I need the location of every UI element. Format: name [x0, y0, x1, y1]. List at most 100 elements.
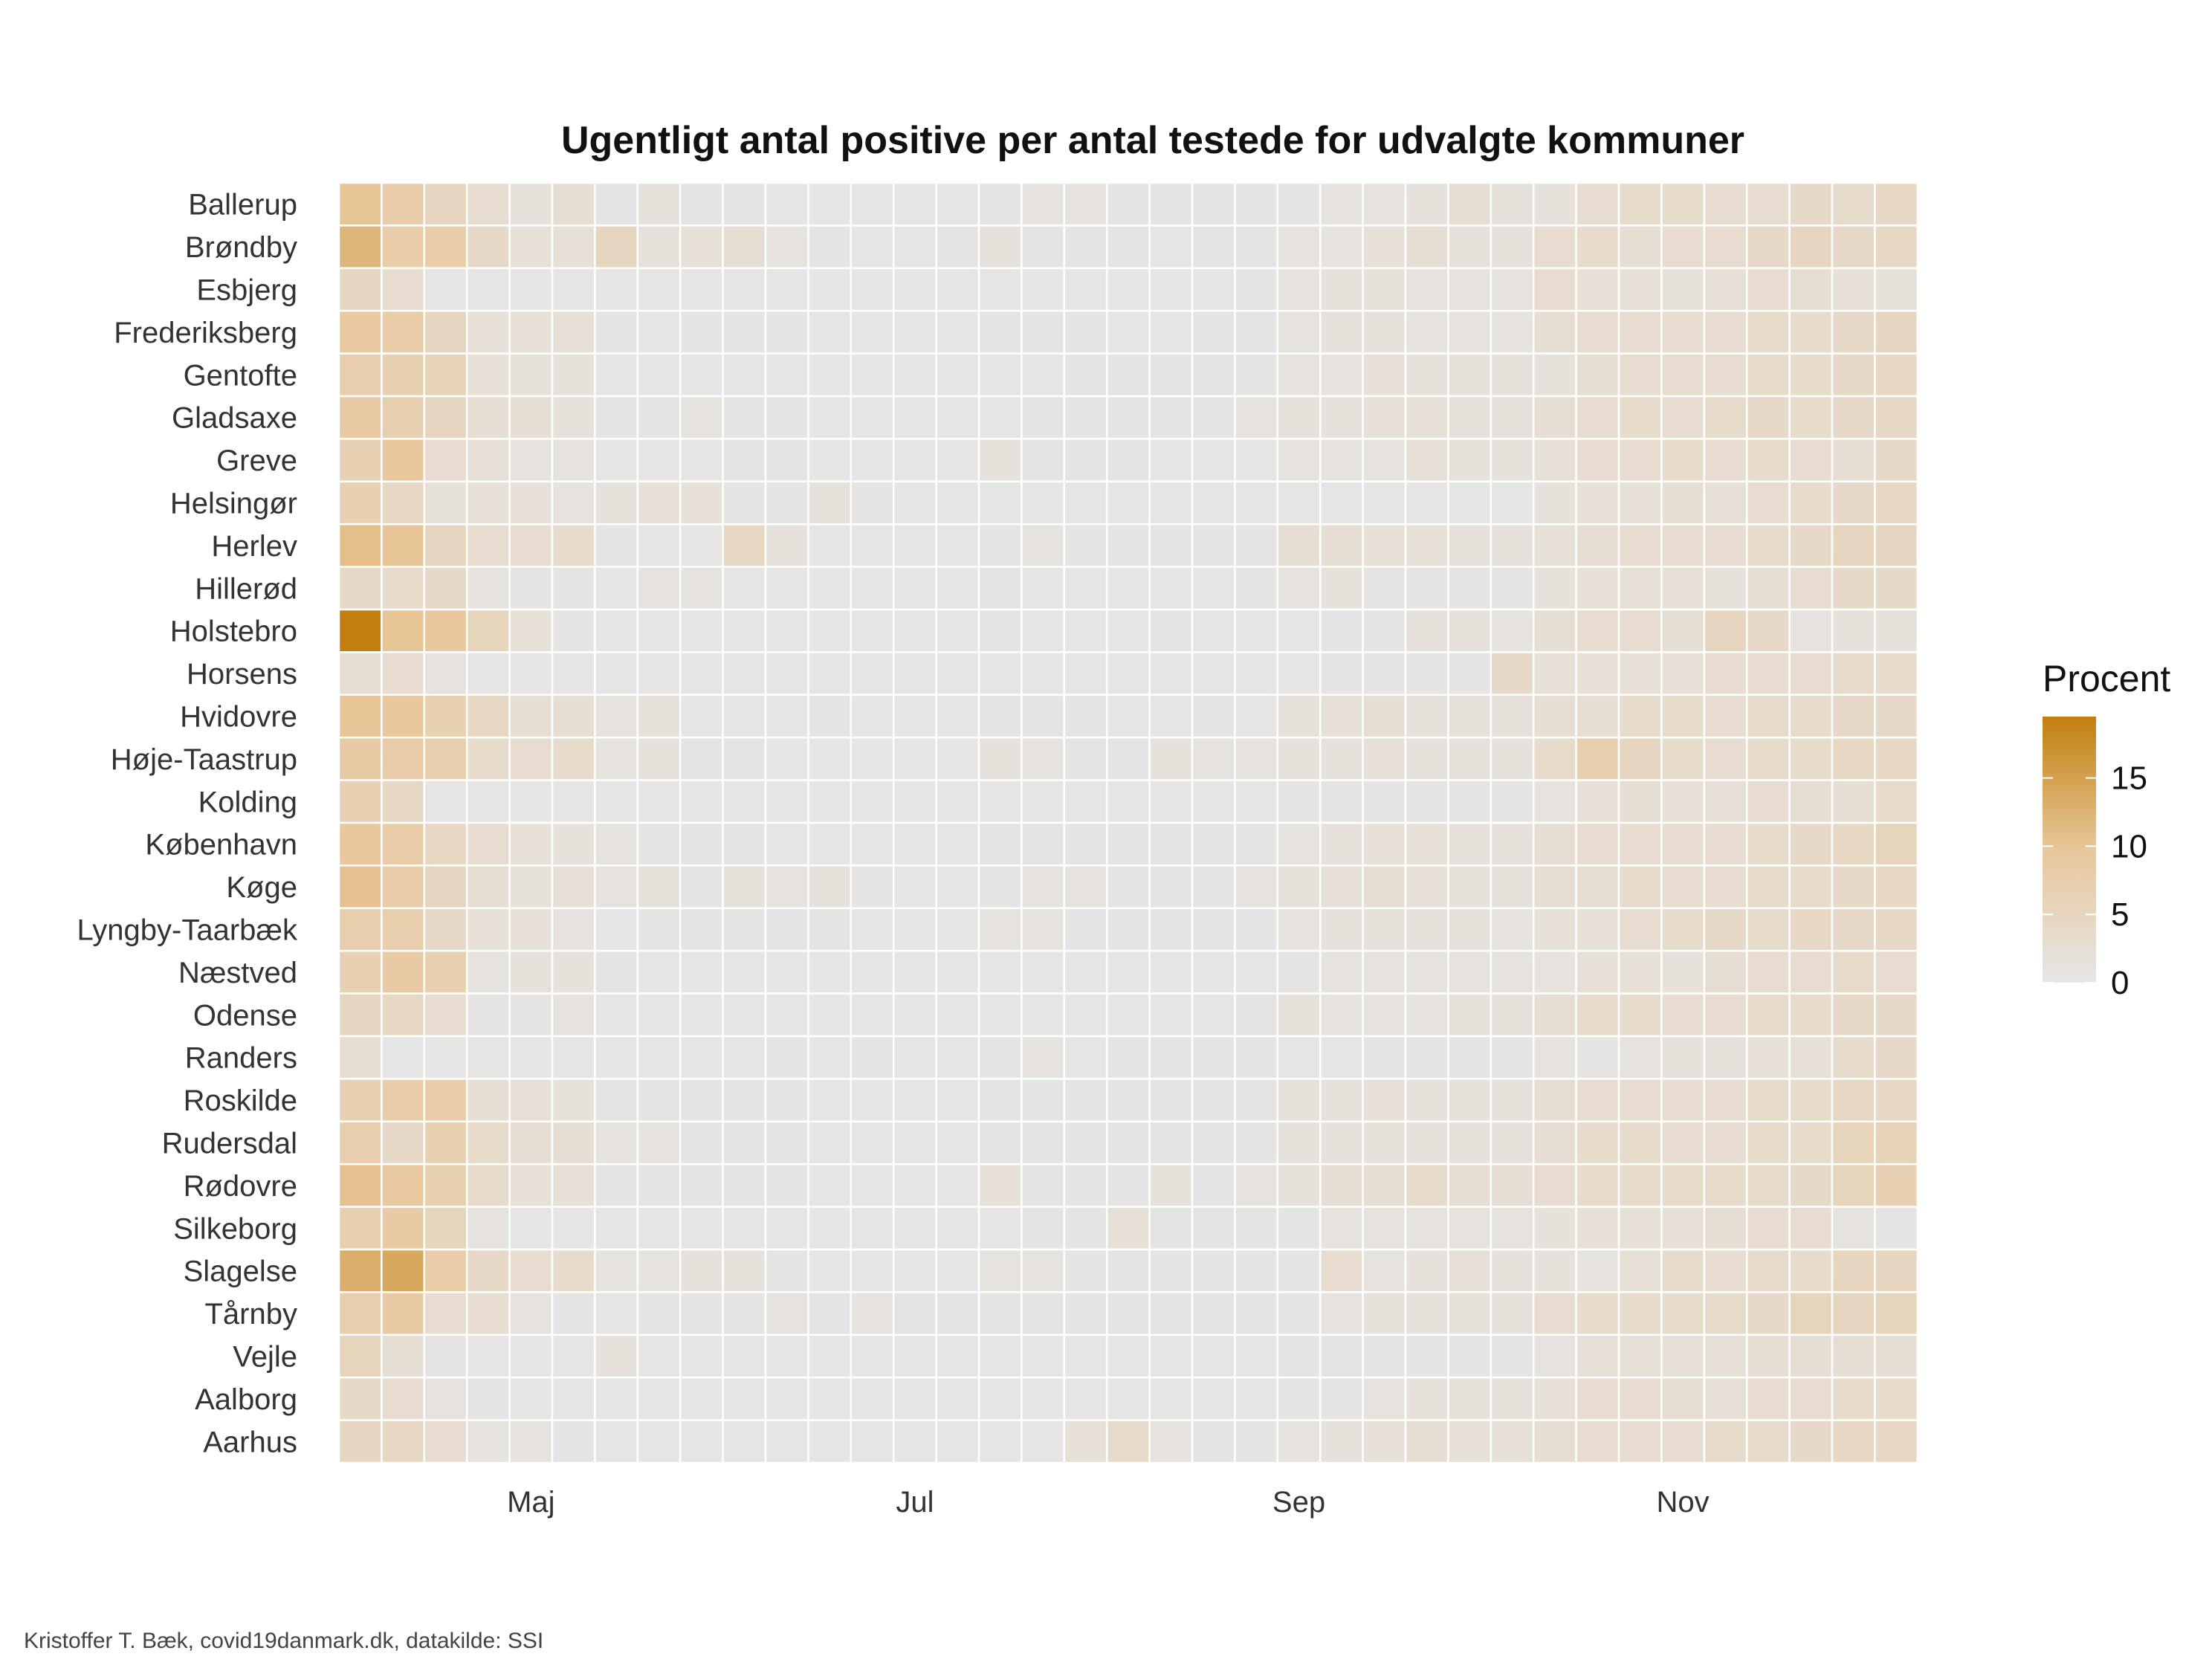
- heatmap-cell: [1362, 864, 1407, 910]
- heatmap-cell: [1404, 352, 1449, 398]
- heatmap-cell: [1234, 181, 1279, 227]
- heatmap-cell: [1617, 736, 1663, 781]
- heatmap-cell: [1660, 566, 1706, 611]
- heatmap-cell: [1447, 395, 1493, 440]
- heatmap-cell: [1319, 1248, 1364, 1293]
- heatmap-cell: [679, 352, 724, 398]
- heatmap-cell: [1831, 608, 1876, 653]
- heatmap-cell: [465, 864, 511, 910]
- heatmap-cell: [1447, 608, 1493, 653]
- heatmap-cell: [764, 1291, 809, 1336]
- heatmap-cell: [423, 1419, 468, 1464]
- heatmap-cell: [1319, 1163, 1364, 1208]
- y-tick-label: København: [145, 829, 297, 862]
- heatmap-cell: [892, 1120, 937, 1166]
- heatmap-cell: [508, 736, 554, 781]
- heatmap-cell: [551, 907, 596, 952]
- heatmap-cell: [722, 438, 767, 483]
- heatmap-cell: [1063, 352, 1108, 398]
- heatmap-cell: [1490, 1120, 1535, 1166]
- heatmap-cell: [594, 352, 639, 398]
- heatmap-cell: [722, 309, 767, 355]
- heatmap-cell: [551, 523, 596, 568]
- heatmap-cell: [594, 779, 639, 824]
- heatmap-cell: [636, 992, 682, 1038]
- heatmap-cell: [1191, 1120, 1236, 1166]
- heatmap-cell: [1191, 992, 1236, 1038]
- heatmap-cell: [1191, 1206, 1236, 1251]
- heatmap-cell: [1021, 779, 1066, 824]
- heatmap-cell: [337, 267, 383, 312]
- heatmap-cell: [551, 694, 596, 739]
- y-tick-label: Hvidovre: [180, 701, 297, 734]
- heatmap-cell: [465, 1120, 511, 1166]
- heatmap-cell: [1745, 821, 1791, 867]
- heatmap-cell: [1105, 1334, 1151, 1379]
- heatmap-cell: [465, 694, 511, 739]
- heatmap-cell: [679, 779, 724, 824]
- heatmap-cell: [423, 907, 468, 952]
- heatmap-cell: [1575, 352, 1620, 398]
- heatmap-cell: [1362, 1248, 1407, 1293]
- legend-tick-label: 15: [2111, 760, 2147, 797]
- heatmap-cell: [1148, 480, 1194, 526]
- heatmap-cell: [1191, 309, 1236, 355]
- heatmap-cell: [1105, 736, 1151, 781]
- heatmap-cell: [935, 608, 980, 653]
- heatmap-cell: [1063, 821, 1108, 867]
- heatmap-cell: [594, 1078, 639, 1123]
- heatmap-cell: [508, 1163, 554, 1208]
- heatmap-cell: [679, 267, 724, 312]
- heatmap-cell: [1788, 1206, 1834, 1251]
- heatmap-cell: [935, 1334, 980, 1379]
- heatmap-cell: [1575, 651, 1620, 696]
- heatmap-cell: [465, 181, 511, 227]
- heatmap-cell: [1831, 694, 1876, 739]
- y-axis-labels: Ballerup Brøndby Esbjerg Frederiksberg Gento…: [77, 189, 298, 1459]
- heatmap-cell: [1362, 267, 1407, 312]
- heatmap-cell: [764, 1334, 809, 1379]
- heatmap-cell: [1874, 1419, 1919, 1464]
- heatmap-cell: [1745, 694, 1791, 739]
- heatmap-cell: [850, 224, 895, 270]
- heatmap-cell: [636, 651, 682, 696]
- heatmap-cell: [337, 395, 383, 440]
- heatmap-cell: [977, 352, 1023, 398]
- heatmap-cell: [850, 1419, 895, 1464]
- heatmap-cell: [337, 1376, 383, 1421]
- heatmap-cell: [1745, 907, 1791, 952]
- heatmap-cell: [1362, 224, 1407, 270]
- heatmap-cell: [1276, 480, 1322, 526]
- heatmap-cell: [381, 608, 426, 653]
- heatmap-cell: [636, 438, 682, 483]
- heatmap-cell: [1148, 736, 1194, 781]
- heatmap-cell: [1703, 1248, 1748, 1293]
- heatmap-cell: [1362, 1206, 1407, 1251]
- heatmap-cell: [337, 651, 383, 696]
- y-tick-label: Helsingør: [170, 488, 297, 520]
- heatmap-cell: [1831, 651, 1876, 696]
- heatmap-cell: [1447, 309, 1493, 355]
- heatmap-cell: [764, 864, 809, 910]
- heatmap-cell: [679, 1376, 724, 1421]
- heatmap-cell: [1105, 181, 1151, 227]
- heatmap-cell: [1490, 1291, 1535, 1336]
- heatmap-cell: [807, 864, 853, 910]
- heatmap-cell: [764, 181, 809, 227]
- heatmap-cell: [807, 480, 853, 526]
- heatmap-cell: [636, 694, 682, 739]
- heatmap-cell: [679, 480, 724, 526]
- heatmap-cell: [722, 821, 767, 867]
- heatmap-cell: [594, 992, 639, 1038]
- heatmap-cell: [1319, 1376, 1364, 1421]
- heatmap-cell: [1404, 523, 1449, 568]
- heatmap-cell: [1490, 352, 1535, 398]
- y-tick-label: Randers: [185, 1042, 297, 1075]
- heatmap-cell: [1063, 736, 1108, 781]
- heatmap-cell: [807, 608, 853, 653]
- heatmap-cell: [1362, 352, 1407, 398]
- heatmap-cell: [1874, 181, 1919, 227]
- heatmap-cell: [1362, 779, 1407, 824]
- heatmap-cell: [1447, 267, 1493, 312]
- heatmap-cell: [764, 1120, 809, 1166]
